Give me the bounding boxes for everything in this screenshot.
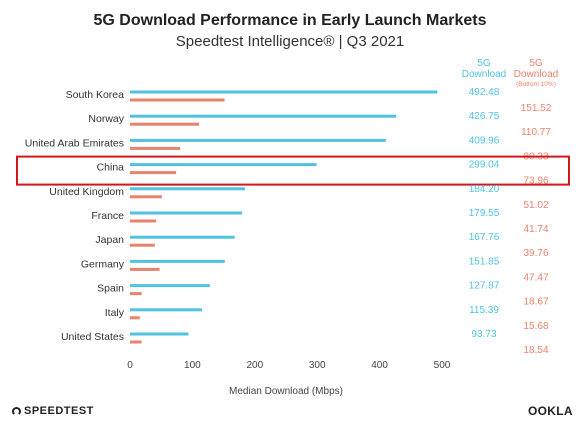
speedtest-logo: SPEEDTEST — [12, 405, 94, 417]
x-axis-label: Median Download (Mbps) — [229, 386, 343, 397]
value-label-5g-download-bottom10: 51.02 — [523, 200, 548, 211]
category-label: France — [91, 210, 124, 222]
category-label: Japan — [95, 234, 124, 246]
bar-5g-download-bottom10 — [130, 316, 140, 320]
value-label-5g-download: 179.55 — [469, 208, 500, 219]
bar-5g-download-bottom10 — [130, 219, 157, 223]
value-label-5g-download-bottom10: 18.54 — [523, 345, 548, 356]
value-label-5g-download-bottom10: 47.47 — [523, 272, 548, 283]
value-label-5g-download-bottom10: 73.96 — [523, 176, 548, 187]
category-label: United Arab Emirates — [25, 137, 124, 149]
bar-5g-download — [130, 235, 235, 239]
legend-orange-line3: (Bottom 10%) — [516, 81, 556, 88]
value-label-5g-download: 299.04 — [469, 160, 500, 171]
category-label: United Kingdom — [49, 186, 124, 198]
chart-subtitle: Speedtest Intelligence® | Q3 2021 — [175, 33, 405, 50]
value-label-5g-download-bottom10: 110.77 — [521, 127, 551, 138]
legend-orange-line1: 5G — [529, 58, 543, 69]
value-label-5g-download: 409.96 — [469, 135, 500, 146]
bar-5g-download-bottom10 — [130, 267, 160, 271]
legend-cyan-line2: Download — [462, 69, 506, 80]
value-label-5g-download: 167.76 — [469, 232, 500, 243]
value-label-5g-download-bottom10: 18.67 — [523, 297, 548, 308]
category-label: Spain — [97, 283, 124, 295]
ookla-logo: OOKLA — [528, 404, 573, 418]
x-tick-label: 100 — [184, 360, 201, 371]
bar-5g-download-bottom10 — [130, 243, 155, 247]
bar-5g-download-bottom10 — [130, 195, 162, 199]
bar-5g-download — [130, 90, 438, 94]
value-label-5g-download-bottom10: 15.68 — [523, 321, 548, 332]
chart-title: 5G Download Performance in Early Launch … — [93, 12, 487, 29]
category-label: China — [97, 162, 125, 174]
value-label-5g-download-bottom10: 41.74 — [523, 224, 548, 235]
value-label-5g-download: 127.87 — [469, 281, 500, 292]
bar-5g-download — [130, 163, 317, 167]
x-tick-label: 200 — [246, 360, 263, 371]
legend-cyan-line1: 5G — [477, 58, 491, 69]
bar-5g-download — [130, 138, 386, 142]
bar-5g-download-bottom10 — [130, 340, 142, 344]
bar-5g-download-bottom10 — [130, 292, 142, 296]
category-label: Italy — [105, 307, 125, 319]
value-label-5g-download-bottom10: 39.76 — [523, 248, 548, 259]
category-label: Germany — [81, 258, 125, 270]
bar-5g-download-bottom10 — [130, 171, 177, 175]
bar-5g-download-bottom10 — [130, 146, 181, 150]
category-label: United States — [61, 331, 124, 343]
value-label-5g-download: 151.85 — [469, 256, 500, 267]
value-label-5g-download: 184.20 — [469, 184, 500, 195]
bar-5g-download — [130, 332, 189, 336]
bar-5g-download — [130, 259, 225, 263]
value-label-5g-download: 115.39 — [469, 305, 499, 316]
bar-5g-download — [130, 308, 203, 312]
category-label: Norway — [88, 113, 124, 125]
value-label-5g-download: 93.73 — [471, 329, 496, 340]
value-label-5g-download: 492.48 — [469, 87, 500, 98]
value-label-5g-download: 426.75 — [469, 111, 500, 122]
bar-5g-download — [130, 114, 397, 118]
x-tick-label: 0 — [127, 360, 133, 371]
speedtest-gauge-icon — [12, 406, 21, 416]
bar-5g-download-bottom10 — [130, 98, 225, 102]
bar-5g-download — [130, 211, 243, 215]
bar-5g-download — [130, 284, 210, 288]
category-label: South Korea — [66, 89, 125, 101]
highlight-box — [16, 155, 570, 186]
bar-5g-download — [130, 187, 245, 191]
legend-orange-line2: Download — [514, 69, 558, 80]
value-label-5g-download-bottom10: 151.52 — [521, 103, 552, 114]
speedtest-logo-text: SPEEDTEST — [24, 405, 94, 417]
x-tick-label: 400 — [371, 360, 388, 371]
bar-5g-download-bottom10 — [130, 122, 200, 126]
x-tick-label: 500 — [434, 360, 451, 371]
x-tick-label: 300 — [309, 360, 326, 371]
